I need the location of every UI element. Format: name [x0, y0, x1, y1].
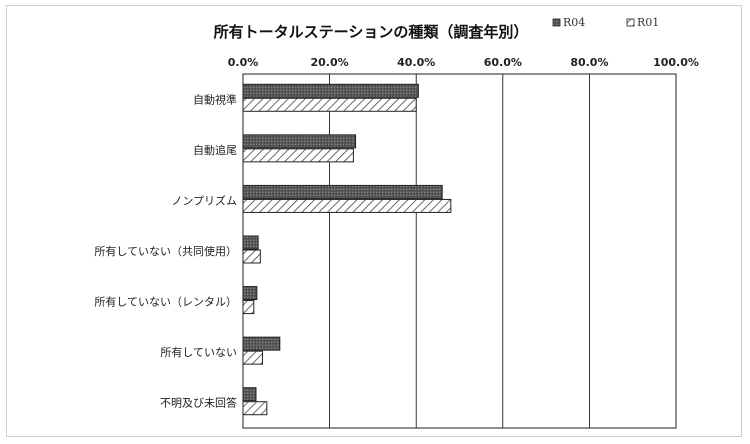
bar-r04	[242, 336, 281, 351]
bar-r04	[242, 134, 357, 149]
category-label: 所有していない（レンタル）	[94, 295, 237, 309]
bars	[242, 83, 452, 416]
bar-r01	[242, 249, 261, 264]
bar-r04	[242, 235, 259, 250]
x-tick-label: 40.0%	[397, 56, 435, 69]
grid-lines	[329, 74, 590, 428]
x-tick-label: 60.0%	[484, 56, 522, 69]
bar-r04	[242, 184, 443, 199]
bar-r04	[242, 83, 419, 98]
bar-chart: 所有トータルステーションの種類（調査年別） R04 R01 0.0% 20.0% 40…	[94, 16, 699, 429]
category-label: 所有していない（共同使用）	[94, 244, 237, 258]
legend-label-r01: R01	[637, 16, 659, 29]
plot-border	[242, 73, 677, 429]
bar-r01	[242, 97, 417, 112]
x-tick-label: 80.0%	[570, 56, 608, 69]
legend: R04 R01	[552, 16, 659, 29]
category-label: 所有していない	[160, 345, 237, 359]
x-axis: 0.0% 20.0% 40.0% 60.0% 80.0% 100.0%	[228, 56, 699, 69]
chart-title: 所有トータルステーションの種類（調査年別）	[214, 23, 529, 41]
category-label: 自動視準	[193, 92, 237, 106]
bar-r01	[242, 198, 452, 213]
category-label: 自動追尾	[193, 143, 237, 157]
category-label: ノンプリズム	[171, 193, 237, 207]
bar-r01	[242, 300, 255, 315]
chart-frame: 所有トータルステーションの種類（調査年別） R04 R01 0.0% 20.0% 40…	[6, 5, 742, 437]
bar-r01	[242, 148, 354, 163]
bar-r01	[242, 350, 263, 365]
bar-r01	[242, 401, 268, 416]
bar-r04	[242, 387, 257, 402]
x-tick-label: 100.0%	[653, 56, 699, 69]
x-tick-label: 0.0%	[228, 56, 259, 69]
legend-swatch-r04	[552, 18, 561, 27]
legend-label-r04: R04	[563, 16, 585, 29]
bar-r04	[242, 286, 258, 301]
x-tick-label: 20.0%	[311, 56, 349, 69]
legend-swatch-r01	[626, 18, 635, 27]
category-label: 不明及び未回答	[160, 396, 237, 410]
